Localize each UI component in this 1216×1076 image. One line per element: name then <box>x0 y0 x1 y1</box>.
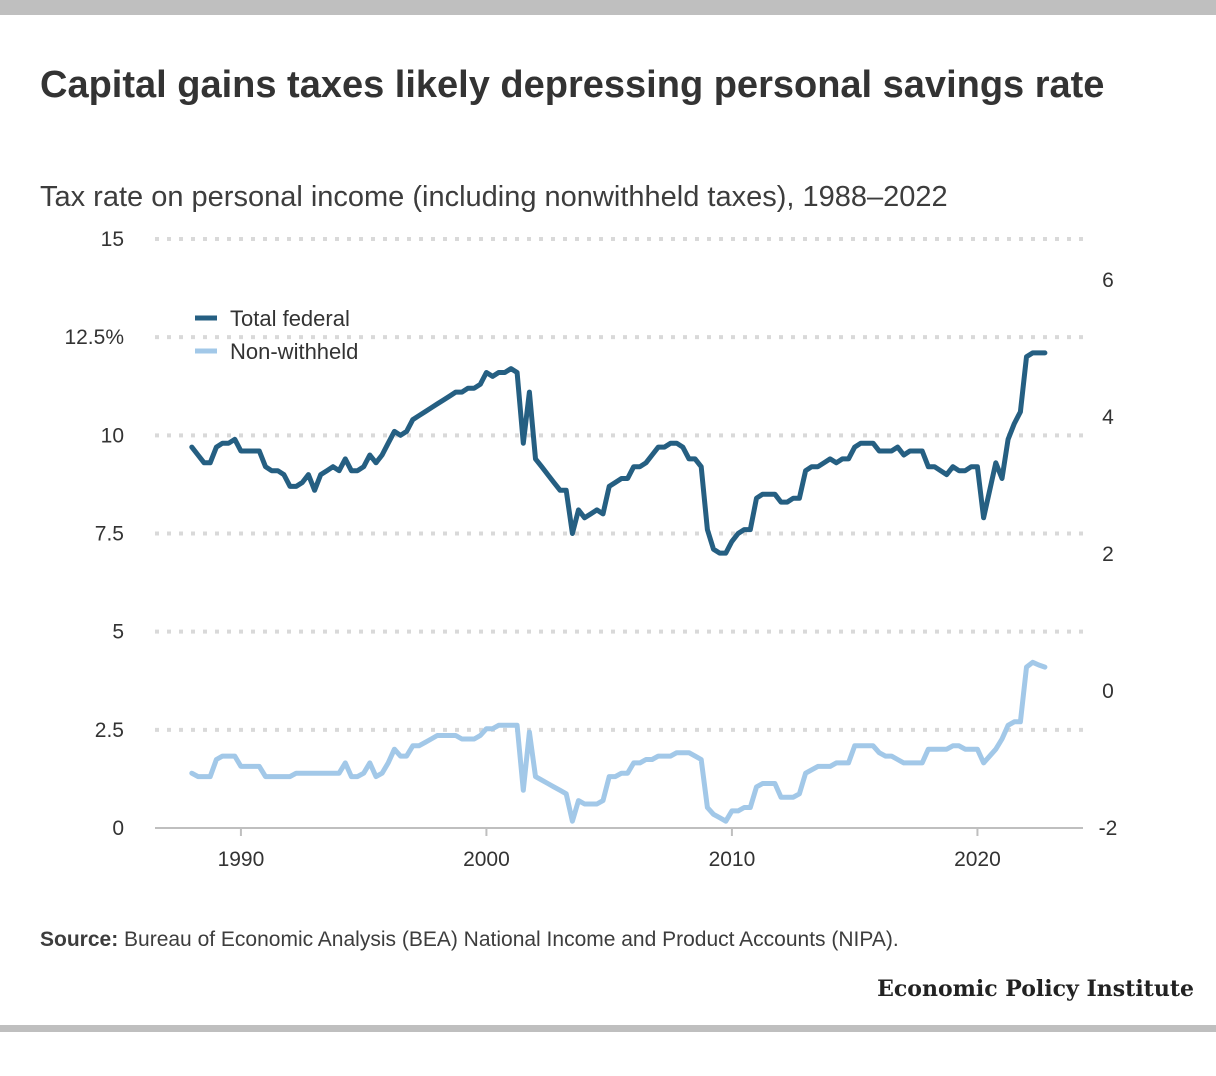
y-left-tick-label-6: 15 <box>101 228 124 251</box>
brand-logo-text: Economic Policy Institute <box>877 976 1194 1002</box>
y-left-tick-label-5: 12.5% <box>64 326 124 349</box>
x-tick-label-3: 2020 <box>954 848 1001 871</box>
y-right-tick-label-2: 2 <box>1102 543 1114 566</box>
y-left-tick-label-0: 0 <box>112 817 124 840</box>
chart-title: Capital gains taxes likely depressing pe… <box>40 64 1105 106</box>
source-label: Source: <box>40 928 119 951</box>
y-right-tick-label-1: 0 <box>1102 680 1114 703</box>
x-tick-label-1: 2000 <box>463 848 510 871</box>
source-note: Source: Bureau of Economic Analysis (BEA… <box>40 926 899 954</box>
top-border-bar <box>0 0 1216 15</box>
legend-label-total-federal: Total federal <box>230 306 350 331</box>
y-left-tick-label-1: 2.5 <box>95 719 124 742</box>
y-right-tick-label-4: 6 <box>1102 269 1114 292</box>
y-left-tick-label-3: 7.5 <box>95 523 124 546</box>
bottom-border-bar <box>0 1025 1216 1032</box>
source-text: Bureau of Economic Analysis (BEA) Nation… <box>118 928 899 951</box>
y-right-tick-label-0: -2 <box>1099 817 1118 840</box>
y-left-tick-label-4: 10 <box>101 424 124 447</box>
x-tick-label-0: 1990 <box>218 848 265 871</box>
line-chart: 0 2.5 5 7.5 10 12.5% 15 -2 0 2 4 6 1990 2000 2010 2020 T… <box>64 228 1118 871</box>
series-line-non-withheld <box>189 659 1048 824</box>
chart-subtitle: Tax rate on personal income (including n… <box>40 181 948 213</box>
series-line-total-federal <box>189 350 1048 556</box>
legend-label-non-withheld: Non-withheld <box>230 339 358 364</box>
x-tick-label-2: 2010 <box>709 848 756 871</box>
y-right-tick-label-3: 4 <box>1102 406 1114 429</box>
y-left-tick-label-2: 5 <box>112 621 124 644</box>
